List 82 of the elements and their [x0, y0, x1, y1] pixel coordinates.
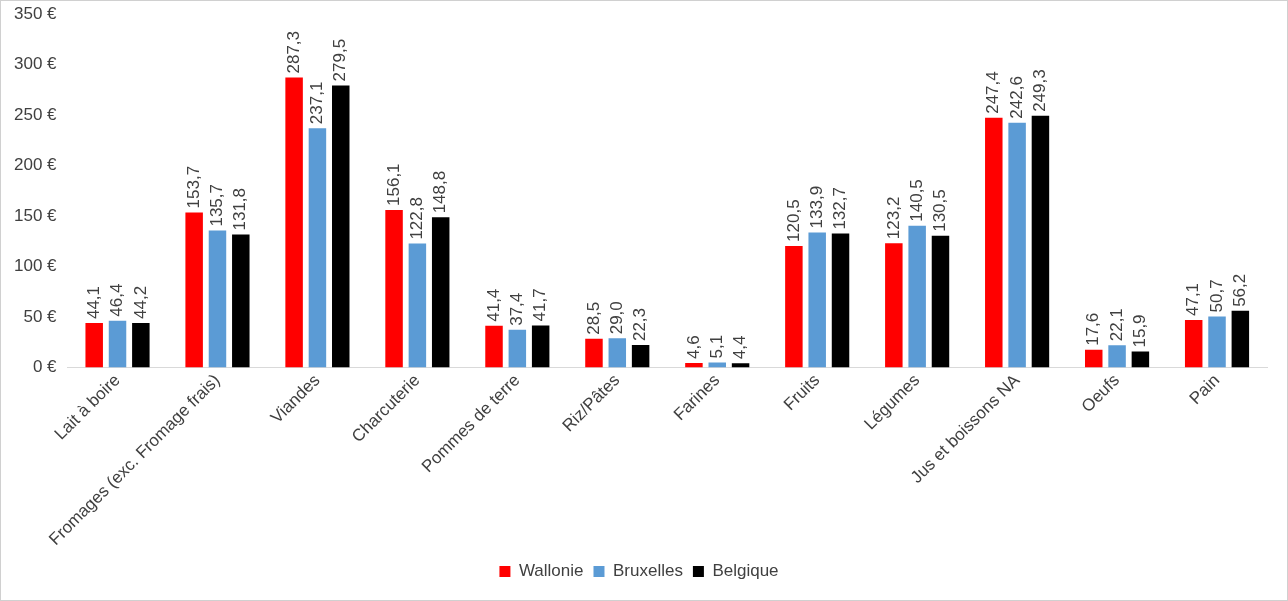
data-label: 249,3: [1030, 69, 1050, 112]
data-label: 123,2: [883, 196, 903, 240]
bar: [1085, 349, 1103, 368]
data-label: 37,4: [507, 292, 527, 326]
data-label: 156,1: [383, 163, 403, 206]
bar: [1108, 345, 1126, 368]
data-label: 247,4: [983, 71, 1003, 114]
bar: [785, 245, 803, 368]
bar: [831, 233, 850, 368]
bar: [332, 85, 350, 368]
data-label: 153,7: [183, 165, 203, 209]
data-label: 122,8: [407, 197, 427, 240]
data-label: 28,5: [583, 301, 603, 335]
bar: [1208, 316, 1226, 368]
data-label: 22,3: [630, 307, 650, 342]
bar: [308, 128, 327, 368]
data-label: 50,7: [1206, 279, 1226, 313]
data-label: 279,5: [330, 38, 350, 82]
bar: [1131, 351, 1150, 368]
data-label: 29,0: [606, 301, 626, 335]
bar: [108, 320, 127, 368]
bar: [185, 212, 203, 368]
bar: [285, 77, 303, 368]
data-label: 46,4: [107, 283, 127, 317]
bar: [508, 329, 527, 368]
bar: [808, 232, 826, 368]
bar: [1184, 320, 1203, 368]
data-label: 22,1: [1106, 308, 1126, 342]
x-tick-label: Pain: [1185, 370, 1224, 408]
bar: [232, 234, 250, 368]
y-tick-label: 150 €: [13, 205, 58, 225]
y-tick-label: 300 €: [13, 54, 58, 74]
legend-label: Belgique: [712, 561, 779, 581]
bar: [585, 338, 603, 368]
y-tick-label: 100 €: [13, 256, 58, 276]
bar: [885, 243, 903, 368]
bar: [485, 325, 503, 368]
bar: [431, 217, 450, 368]
y-tick-label: 200 €: [13, 155, 58, 175]
data-label: 135,7: [207, 184, 227, 227]
y-tick-label: 350 €: [13, 3, 58, 23]
bar: [708, 362, 726, 368]
bar: [208, 230, 227, 368]
bar: [608, 338, 627, 368]
data-label: 47,1: [1183, 282, 1203, 317]
bar: [1231, 310, 1250, 368]
data-label: 131,8: [230, 187, 250, 231]
data-label: 5,1: [706, 334, 726, 359]
bar: [985, 117, 1003, 368]
data-label: 44,1: [83, 285, 103, 320]
data-label: 132,7: [830, 187, 850, 230]
y-tick-label: 0 €: [32, 357, 58, 377]
bar: [1031, 115, 1050, 368]
data-label: 41,4: [483, 288, 503, 322]
data-label: 140,5: [906, 179, 926, 222]
y-tick-label: 250 €: [13, 104, 58, 124]
data-label: 44,2: [130, 285, 150, 319]
bar: [931, 235, 950, 368]
data-label: 4,4: [730, 335, 750, 360]
data-label: 56,2: [1230, 273, 1250, 307]
bar: [385, 209, 403, 368]
data-label: 130,5: [930, 189, 950, 232]
bar: [1008, 122, 1026, 368]
bar: [908, 225, 926, 368]
data-label: 15,9: [1130, 314, 1150, 348]
data-label: 242,6: [1006, 76, 1026, 119]
bar: [132, 322, 150, 368]
bar: [408, 243, 427, 368]
data-label: 17,6: [1083, 312, 1103, 346]
data-label: 4,6: [683, 335, 703, 359]
y-tick-label: 50 €: [23, 306, 58, 326]
bar: [531, 325, 550, 368]
data-label: 41,7: [530, 288, 550, 322]
data-label: 237,1: [307, 81, 327, 125]
data-label: 148,8: [430, 170, 450, 214]
data-label: 287,3: [283, 30, 303, 74]
bar: [631, 345, 650, 368]
data-label: 120,5: [783, 199, 803, 242]
data-label: 133,9: [806, 185, 826, 229]
bar: [85, 323, 103, 368]
legend-label: Bruxelles: [612, 561, 683, 581]
legend-label: Wallonie: [518, 561, 584, 581]
